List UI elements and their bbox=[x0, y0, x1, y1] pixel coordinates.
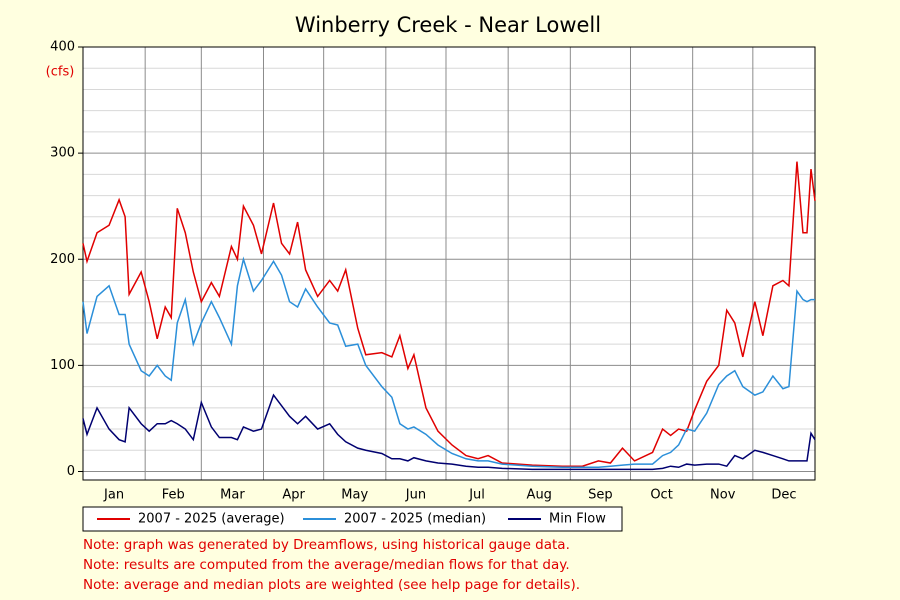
y-axis-label: (cfs) bbox=[46, 65, 75, 80]
series-line bbox=[82, 161, 816, 467]
note: Note: graph was generated by Dreamflows,… bbox=[83, 537, 570, 553]
legend-label: 2007 - 2025 (average) bbox=[138, 512, 285, 527]
x-tick-label: Jan bbox=[103, 488, 124, 503]
x-tick-label: Apr bbox=[282, 488, 305, 503]
x-tick-label: Aug bbox=[527, 488, 552, 503]
x-tick-label: Jul bbox=[468, 488, 485, 503]
note: Note: average and median plots are weigh… bbox=[83, 577, 580, 593]
y-tick-label: 100 bbox=[50, 358, 75, 373]
x-tick-label: May bbox=[341, 488, 368, 503]
x-tick-label: Oct bbox=[650, 488, 672, 503]
x-tick-label: Mar bbox=[220, 488, 245, 503]
series-line bbox=[82, 256, 815, 469]
x-tick-label: Nov bbox=[710, 488, 736, 503]
x-tick-label: Dec bbox=[771, 488, 796, 503]
x-tick-label: Feb bbox=[162, 488, 185, 503]
y-tick-label: 400 bbox=[50, 40, 75, 55]
y-tick-label: 200 bbox=[50, 252, 75, 267]
x-tick-label: Sep bbox=[588, 488, 613, 503]
legend-label: 2007 - 2025 (median) bbox=[344, 512, 486, 527]
note: Note: results are computed from the aver… bbox=[83, 557, 570, 573]
y-tick-label: 0 bbox=[67, 464, 75, 479]
plot-frame bbox=[82, 46, 816, 481]
x-tick-label: Jun bbox=[405, 488, 426, 503]
y-tick-label: 300 bbox=[50, 146, 75, 161]
series-line bbox=[82, 393, 816, 471]
legend-label: Min Flow bbox=[549, 512, 606, 527]
chart-title: Winberry Creek - Near Lowell bbox=[295, 13, 601, 37]
